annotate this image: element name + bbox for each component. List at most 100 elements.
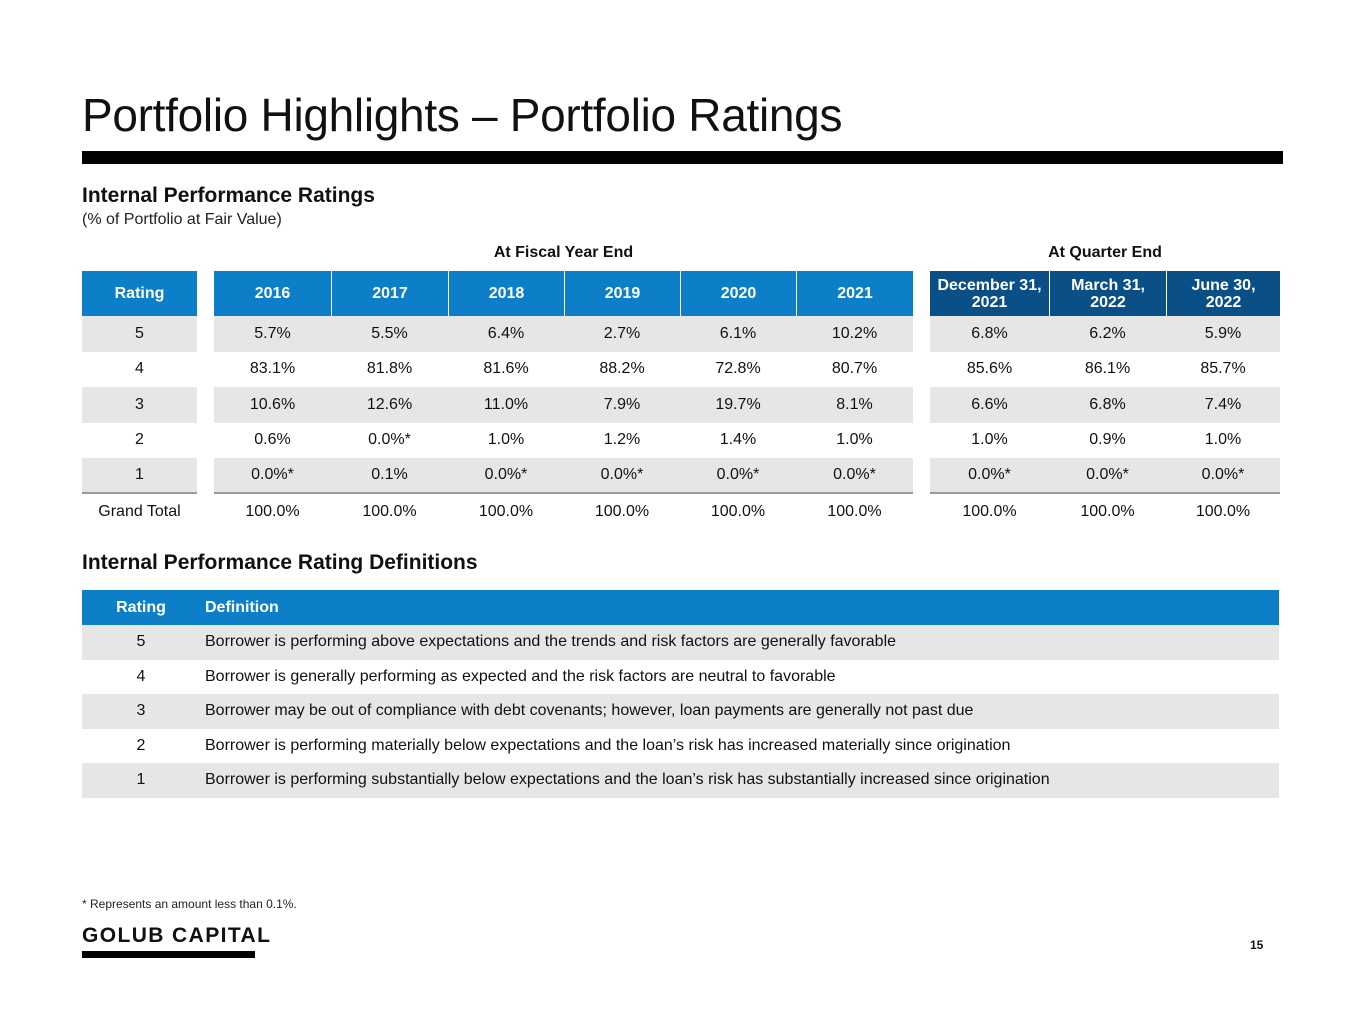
definitions-section-title: Internal Performance Rating Definitions [82,551,478,574]
table-cell: 1.2% [603,431,641,449]
company-logo: GOLUB CAPITAL [82,924,272,947]
table-cell: 80.7% [831,360,878,378]
definitions-table: Rating Definition 5 Borrower is performi… [82,590,1279,798]
table-cell: 72.8% [715,360,761,378]
column-header: 2021 [796,271,913,316]
definition-rating: 2 [136,736,146,754]
table-cell: 1.4% [719,431,757,449]
column-header-line2: 2021 [971,293,1008,311]
column-header-line1: March 31, [1071,276,1145,294]
table-cell: 85.6% [966,360,1013,378]
definition-rating: 4 [136,667,146,685]
definitions-header-rating: Rating [116,598,166,616]
table-cell: 0.0%* [448,458,564,494]
fiscal-column-2021: 2021 10.2% 80.7% 8.1% 1.0% 0.0%* 100.0% [796,271,913,530]
definition-rating: 1 [136,771,146,789]
rating-label-grand-total: Grand Total [82,494,197,530]
fiscal-column-2019: 2019 2.7% 88.2% 7.9% 1.2% 0.0%* 100.0% [564,271,680,530]
table-cell: 0.0%* [564,458,680,494]
table-row: 3 Borrower may be out of compliance with… [82,694,1279,729]
table-row: 5 Borrower is performing above expectati… [82,625,1279,660]
rating-label-4: 4 [135,360,144,378]
table-cell: 10.6% [214,387,331,423]
rating-label-1: 1 [82,458,197,494]
logo-underline [82,951,255,958]
table-cell: 1.0% [487,431,525,449]
definitions-header-row: Rating Definition [82,590,1279,625]
table-cell-total: 100.0% [331,494,448,530]
definition-text: Borrower is generally performing as expe… [205,667,836,685]
column-header: 2016 [214,271,331,316]
table-cell: 85.7% [1200,360,1246,378]
fiscal-column-2020: 2020 6.1% 72.8% 19.7% 1.4% 0.0%* 100.0% [680,271,796,530]
table-cell: 81.6% [483,360,529,378]
definitions-header-definition: Definition [205,598,279,616]
table-cell: 1.0% [1204,431,1242,449]
table-cell: 6.1% [680,316,796,352]
table-cell: 83.1% [249,360,296,378]
table-cell-total: 100.0% [1049,494,1166,530]
column-header-line1: June 30, [1191,276,1256,294]
table-row: 1 Borrower is performing substantially b… [82,763,1279,798]
ratings-section-subtitle: (% of Portfolio at Fair Value) [82,211,282,228]
table-cell: 0.0%* [930,458,1049,494]
fiscal-column-2017: 2017 5.5% 81.8% 12.6% 0.0%* 0.1% 100.0% [331,271,448,530]
table-cell: 0.0%* [1166,458,1280,494]
definition-text: Borrower may be out of compliance with d… [205,702,974,720]
column-header: December 31, 2021 [930,271,1049,316]
column-header-line2: 2022 [1090,293,1126,311]
rating-label-5: 5 [82,316,197,352]
table-cell: 5.7% [214,316,331,352]
ratings-section-title: Internal Performance Ratings [82,184,375,207]
table-cell: 6.2% [1049,316,1166,352]
table-cell: 6.8% [1049,387,1166,423]
table-cell: 6.6% [930,387,1049,423]
table-cell-total: 100.0% [564,494,680,530]
rating-label-3: 3 [82,387,197,423]
table-cell-total: 100.0% [448,494,564,530]
definition-rating: 5 [136,633,146,651]
table-cell: 6.4% [448,316,564,352]
column-header: 2018 [448,271,564,316]
table-cell: 8.1% [796,387,913,423]
table-cell-total: 100.0% [796,494,913,530]
table-cell: 81.8% [366,360,413,378]
table-cell-total: 100.0% [214,494,331,530]
page-number: 15 [1250,938,1264,952]
table-cell: 5.9% [1166,316,1280,352]
definition-text: Borrower is performing above expectation… [205,633,897,651]
title-divider [82,151,1283,164]
quarter-end-group-label: At Quarter End [1048,244,1162,261]
column-header-line1: December 31, [937,276,1042,294]
table-cell: 19.7% [680,387,796,423]
rating-header: Rating [82,271,197,316]
rating-label-2: 2 [135,431,144,449]
table-cell: 1.0% [971,431,1008,449]
column-header: March 31, 2022 [1049,271,1166,316]
quarter-column-dec-2021: December 31, 2021 6.8% 85.6% 6.6% 1.0% 0.… [930,271,1049,530]
table-cell: 11.0% [448,387,564,423]
table-cell-total: 100.0% [680,494,796,530]
quarter-column-jun-2022: June 30, 2022 5.9% 85.7% 7.4% 1.0% 0.0%* … [1166,271,1280,530]
table-cell: 0.0%* [1049,458,1166,494]
table-cell: 88.2% [599,360,645,378]
definition-rating: 3 [136,702,146,720]
table-cell: 0.0%* [368,431,411,449]
column-header: 2017 [331,271,448,316]
table-cell: 6.8% [930,316,1049,352]
fiscal-column-2018: 2018 6.4% 81.6% 11.0% 1.0% 0.0%* 100.0% [448,271,564,530]
definition-text: Borrower is performing substantially bel… [205,771,1050,789]
column-header: 2020 [680,271,796,316]
table-cell: 86.1% [1084,360,1131,378]
rating-column: Rating 5 4 3 2 1 Grand Total [82,271,197,530]
table-cell: 2.7% [564,316,680,352]
table-cell: 0.0%* [680,458,796,494]
column-header: 2019 [564,271,680,316]
column-header-line2: 2022 [1205,293,1242,311]
table-cell: 0.1% [331,458,448,494]
table-cell: 10.2% [796,316,913,352]
table-cell: 0.6% [254,431,291,449]
table-cell: 7.9% [564,387,680,423]
fiscal-year-group-label: At Fiscal Year End [493,244,634,261]
definition-text: Borrower is performing materially below … [205,736,1011,754]
